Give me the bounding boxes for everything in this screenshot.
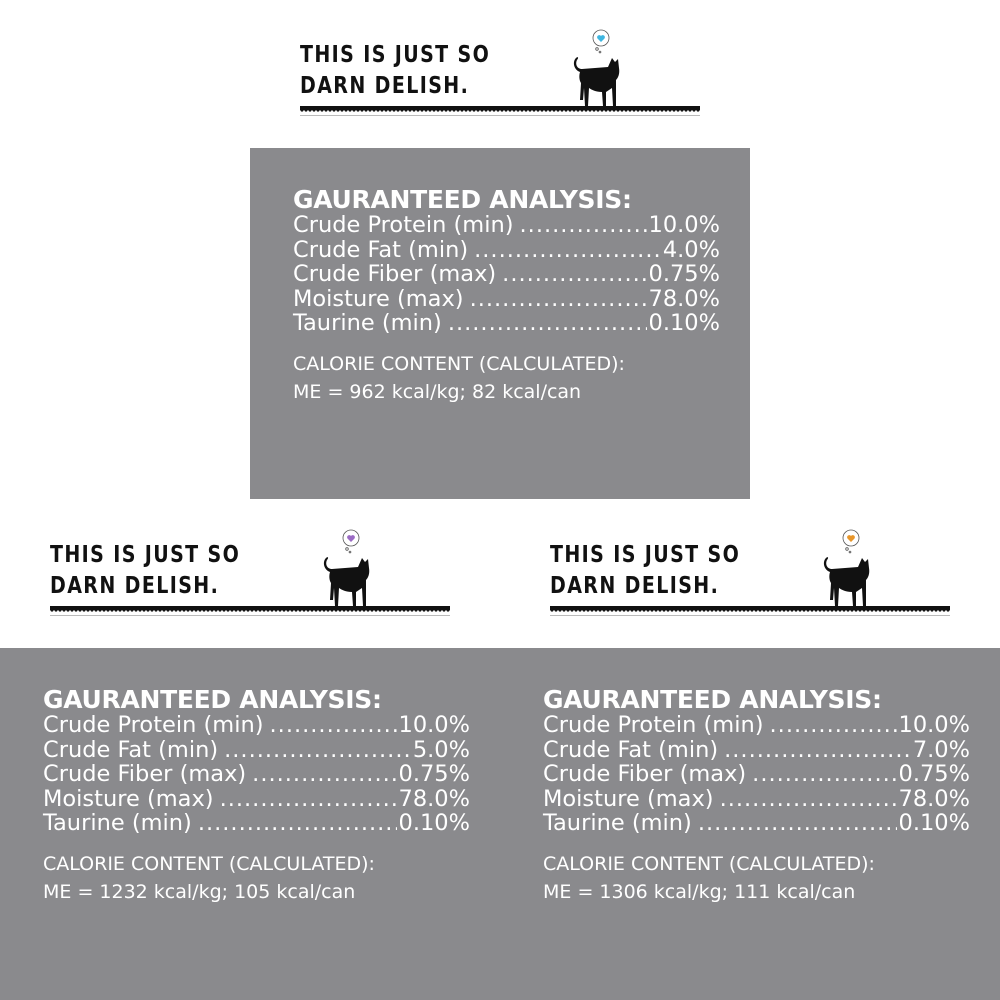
analysis-row: Crude Fat (min) 4.0% [293, 236, 720, 263]
analysis-row: Taurine (min) 0.10% [43, 811, 470, 836]
nutrient-label: Crude Fiber (max) [543, 761, 747, 787]
analysis-row: Moisture (max) 78.0% [543, 785, 970, 812]
analysis-row: Moisture (max) 78.0% [43, 785, 470, 812]
nutrient-label: Taurine (min) [293, 310, 442, 336]
calorie-heading: CALORIE CONTENT (CALCULATED): [43, 852, 375, 875]
analysis-row: Crude Fat (min) 7.0% [543, 736, 970, 763]
dot-leader [724, 738, 911, 763]
analysis-row: Taurine (min) 0.10% [293, 311, 720, 336]
calorie-value: ME = 1232 kcal/kg; 105 kcal/can [43, 880, 356, 903]
dot-leader [520, 213, 647, 238]
tagline: THIS IS JUST SO DARN DELISH. [300, 40, 490, 102]
divider-thin-line [550, 615, 950, 616]
nutrient-value: 10.0% [898, 712, 970, 738]
dot-leader [198, 811, 397, 836]
cat-thought-heart-icon [573, 29, 620, 106]
analysis-row: Crude Protein (min) 10.0% [293, 213, 720, 238]
scallop-border [550, 610, 950, 613]
nutrient-label: Crude Fat (min) [293, 236, 469, 263]
nutrient-value: 0.10% [898, 810, 970, 836]
nutrient-label: Crude Fat (min) [543, 736, 719, 763]
dot-leader [270, 713, 397, 738]
dot-leader [474, 238, 661, 263]
nutrient-label: Moisture (max) [293, 285, 464, 312]
tagline-line-1: THIS IS JUST SO [300, 42, 491, 68]
divider-line [50, 606, 450, 610]
analysis-row: Crude Fiber (max) 0.75% [43, 762, 470, 787]
analysis-row: Crude Protein (min) 10.0% [43, 713, 470, 738]
nutrient-value: 78.0% [898, 785, 970, 812]
analysis-row: Crude Fiber (max) 0.75% [543, 762, 970, 787]
dot-leader [752, 762, 896, 787]
tagline-line-2: DARN DELISH. [300, 73, 470, 99]
tagline-banner: THIS IS JUST SO DARN DELISH. [550, 529, 950, 616]
analysis-row: Crude Protein (min) 10.0% [543, 713, 970, 738]
tagline-line-2: DARN DELISH. [550, 573, 720, 599]
calorie-heading: CALORIE CONTENT (CALCULATED): [293, 352, 625, 375]
nutrient-label: Crude Fat (min) [43, 736, 219, 763]
calorie-value: ME = 962 kcal/kg; 82 kcal/can [293, 380, 582, 403]
nutrient-value: 10.0% [398, 712, 470, 738]
divider-line [300, 106, 700, 110]
analysis-title: GAURANTEED ANALYSIS: [293, 185, 632, 214]
tagline: THIS IS JUST SO DARN DELISH. [550, 540, 740, 602]
nutrient-value: 0.75% [648, 261, 720, 287]
scallop-border [300, 110, 700, 113]
dot-leader [770, 713, 897, 738]
dot-leader [698, 811, 897, 836]
nutrient-label: Moisture (max) [43, 785, 214, 812]
analysis-row: Crude Fiber (max) 0.75% [293, 262, 720, 287]
nutrient-label: Moisture (max) [543, 785, 714, 812]
scallop-border [50, 610, 450, 613]
guaranteed-analysis-panel: GAURANTEED ANALYSIS: Crude Protein (min)… [543, 687, 970, 906]
cat-thought-heart-icon [823, 529, 870, 606]
nutrient-value: 7.0% [912, 736, 970, 763]
nutrient-value: 10.0% [648, 212, 720, 238]
divider-line [550, 606, 950, 610]
analysis-row: Moisture (max) 78.0% [293, 285, 720, 312]
tagline-line-1: THIS IS JUST SO [50, 542, 241, 568]
nutrient-value: 0.75% [898, 761, 970, 787]
tagline: THIS IS JUST SO DARN DELISH. [50, 540, 240, 602]
calorie-heading: CALORIE CONTENT (CALCULATED): [543, 852, 875, 875]
guaranteed-analysis-panel: GAURANTEED ANALYSIS: Crude Protein (min)… [293, 187, 720, 406]
guaranteed-analysis-panel: GAURANTEED ANALYSIS: Crude Protein (min)… [43, 687, 470, 906]
dot-leader [502, 262, 646, 287]
nutrient-value: 0.10% [398, 810, 470, 836]
dot-leader [470, 287, 647, 312]
nutrient-value: 78.0% [648, 285, 720, 312]
divider-thin-line [300, 115, 700, 116]
cat-thought-heart-icon [323, 529, 370, 606]
nutrient-value: 78.0% [398, 785, 470, 812]
nutrient-label: Crude Protein (min) [293, 212, 514, 238]
nutrient-value: 5.0% [412, 736, 470, 763]
nutrient-value: 4.0% [662, 236, 720, 263]
tagline-line-1: THIS IS JUST SO [550, 542, 741, 568]
dot-leader [720, 787, 897, 812]
analysis-title: GAURANTEED ANALYSIS: [543, 685, 882, 714]
dot-leader [220, 787, 397, 812]
analysis-row: Crude Fat (min) 5.0% [43, 736, 470, 763]
nutrient-label: Crude Fiber (max) [43, 761, 247, 787]
nutrient-label: Crude Protein (min) [43, 712, 264, 738]
dot-leader [252, 762, 396, 787]
nutrient-value: 0.10% [648, 310, 720, 336]
nutrient-label: Taurine (min) [543, 810, 692, 836]
tagline-banner: THIS IS JUST SO DARN DELISH. [300, 29, 700, 116]
dot-leader [224, 738, 411, 763]
divider-thin-line [50, 615, 450, 616]
calorie-value: ME = 1306 kcal/kg; 111 kcal/can [543, 880, 856, 903]
nutrient-label: Taurine (min) [43, 810, 192, 836]
tagline-banner: THIS IS JUST SO DARN DELISH. [50, 529, 450, 616]
tagline-line-2: DARN DELISH. [50, 573, 220, 599]
nutrient-value: 0.75% [398, 761, 470, 787]
analysis-row: Taurine (min) 0.10% [543, 811, 970, 836]
nutrient-label: Crude Protein (min) [543, 712, 764, 738]
nutrient-label: Crude Fiber (max) [293, 261, 497, 287]
dot-leader [448, 311, 647, 336]
analysis-title: GAURANTEED ANALYSIS: [43, 685, 382, 714]
